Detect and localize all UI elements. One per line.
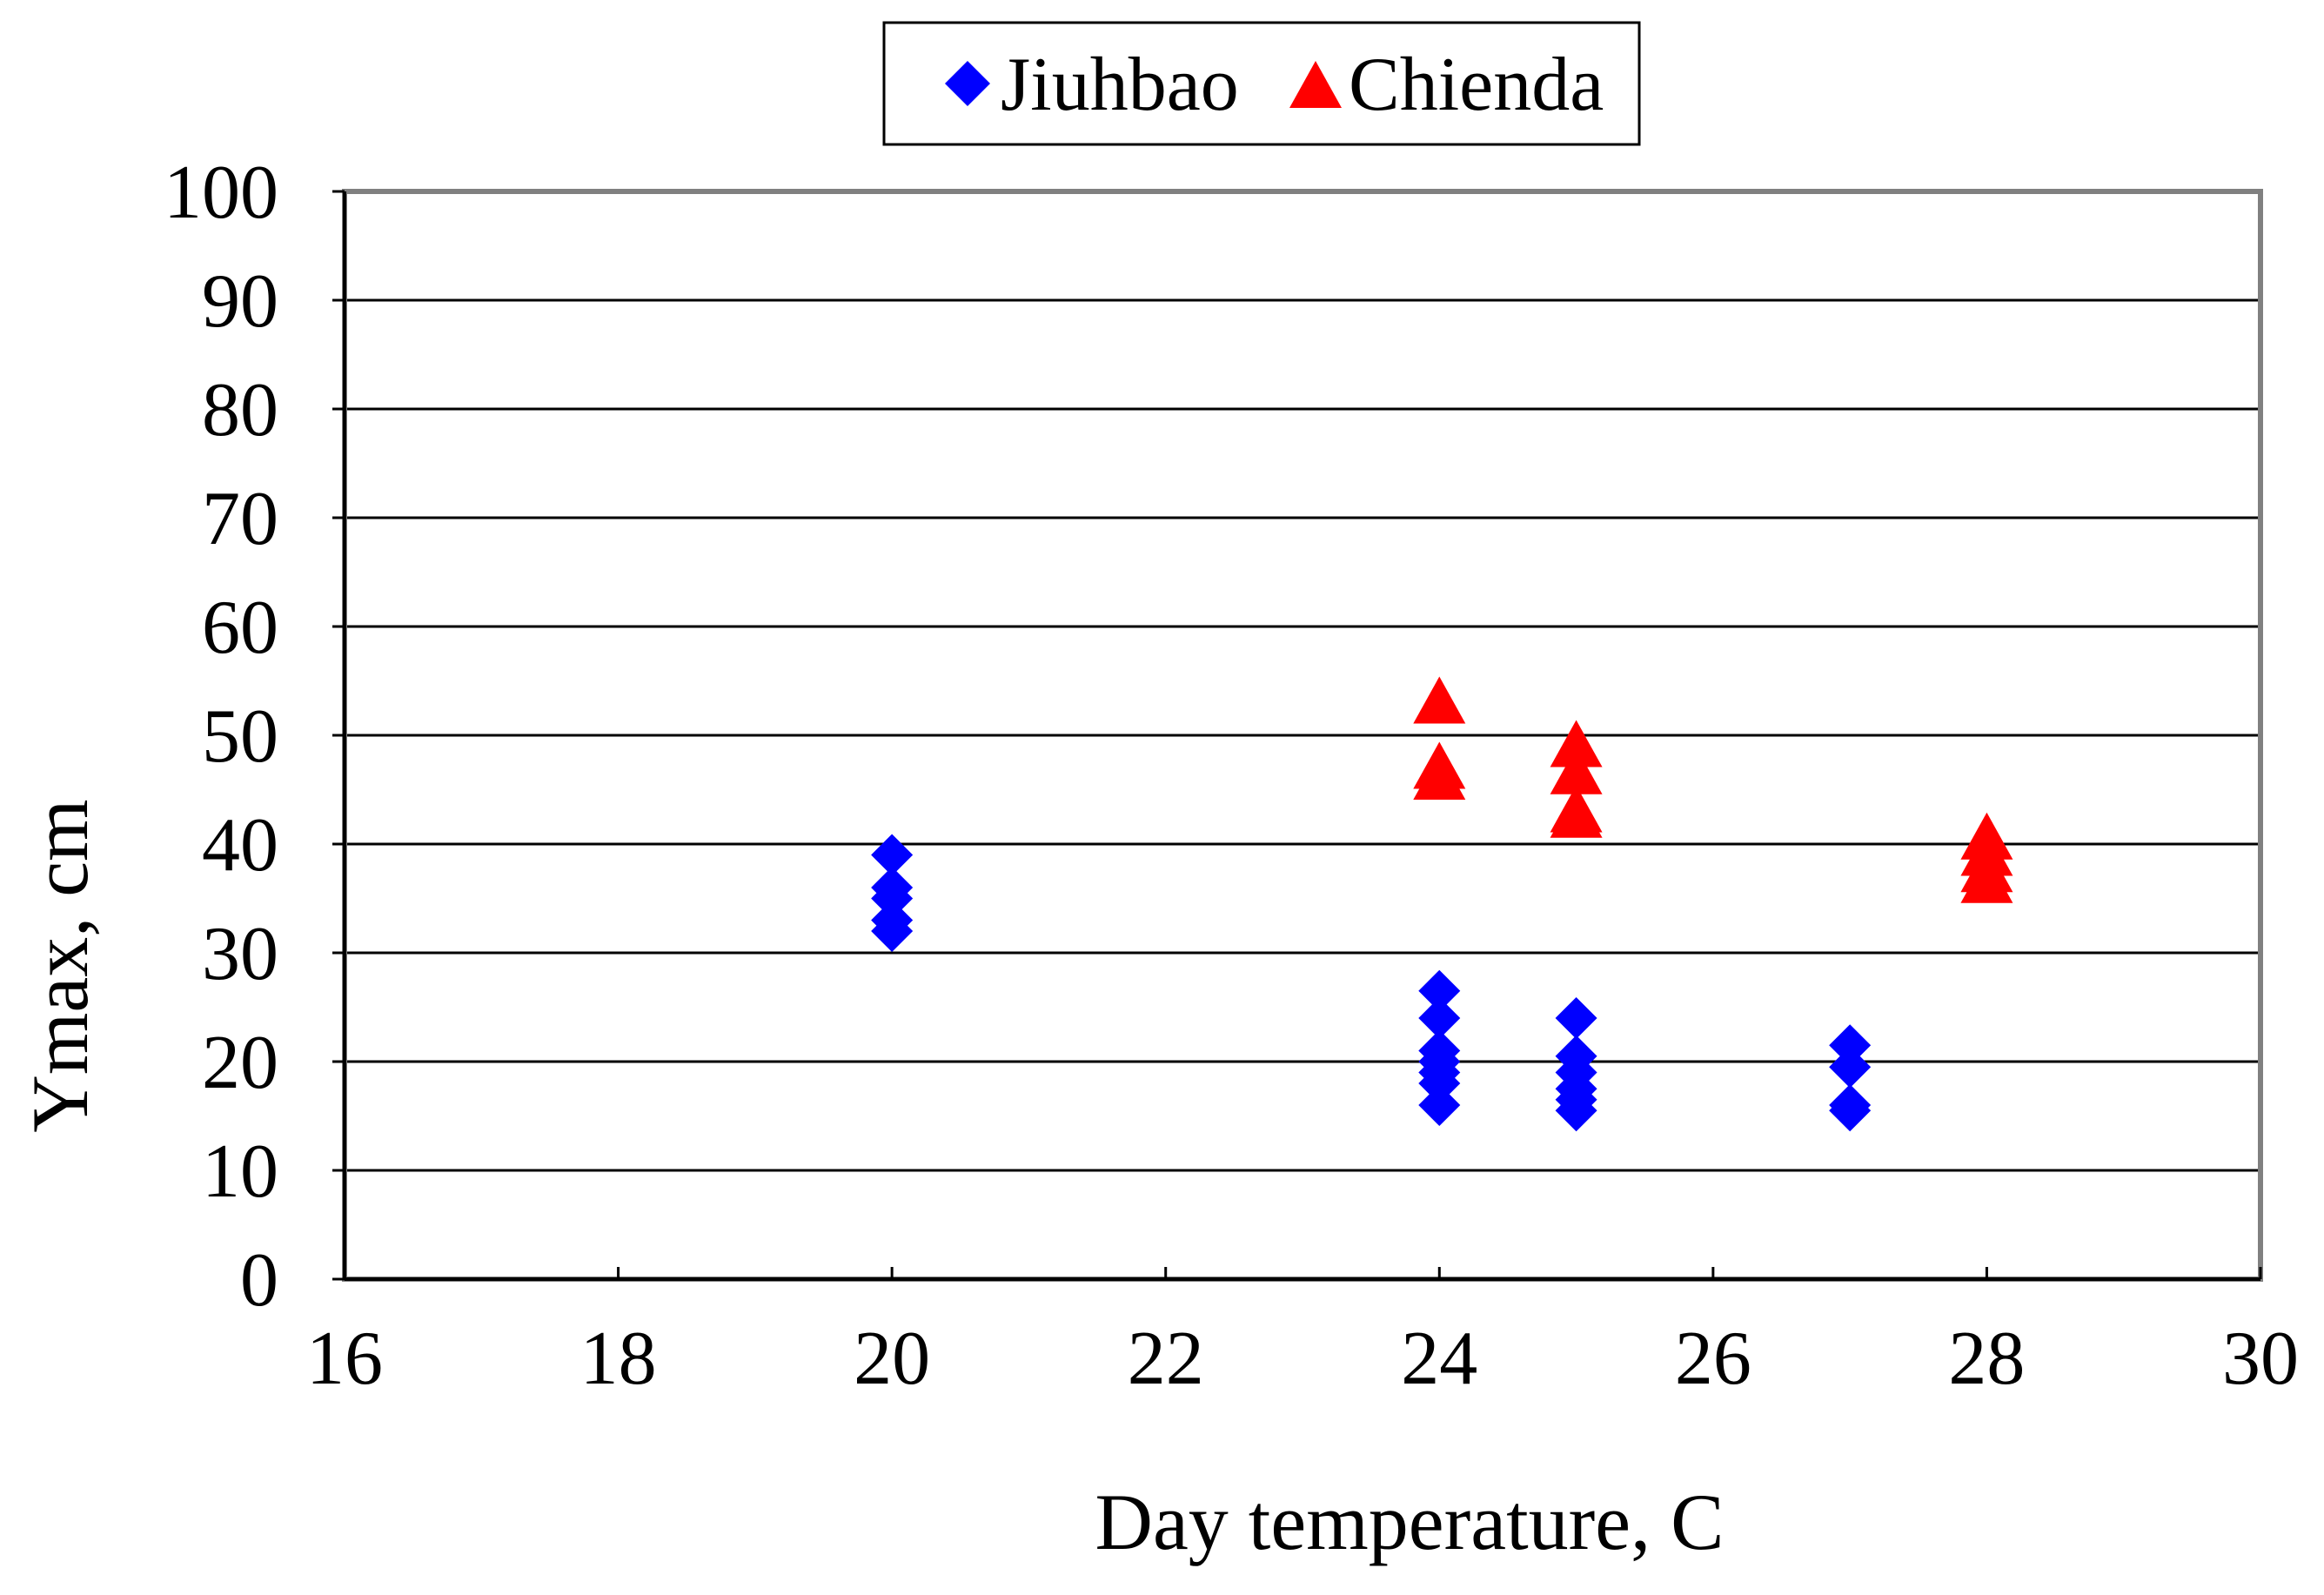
jiuhbao-point (871, 877, 914, 920)
legend: Jiuhbao Chienda (882, 21, 1641, 146)
legend-label: Jiuhbao (1001, 43, 1239, 127)
y-tick-label: 60 (202, 586, 278, 670)
series-jiuhbao (871, 834, 1872, 1132)
x-tick-label: 16 (306, 1317, 383, 1401)
y-tick-label: 20 (202, 1021, 278, 1105)
chienda-point (1960, 855, 2013, 903)
x-tick-label: 18 (580, 1317, 657, 1401)
jiuhbao-point (1418, 997, 1461, 1039)
jiuhbao-point (1829, 1024, 1872, 1067)
chienda-point (1413, 753, 1466, 800)
y-axis-title: Ymax, cm (16, 799, 104, 1132)
jiuhbao-point (1418, 1084, 1461, 1126)
y-tick-label: 100 (164, 151, 278, 235)
legend-box (882, 21, 1641, 146)
jiuhbao-point (1829, 1089, 1872, 1132)
series-chienda (1413, 676, 2013, 903)
x-axis-title: Day temperature, C (1095, 1478, 1725, 1566)
x-tick-label: 20 (854, 1317, 930, 1401)
jiuhbao-point (871, 834, 914, 876)
y-tick-label: 50 (202, 694, 278, 779)
x-tick-label: 30 (2222, 1317, 2299, 1401)
chienda-point (1413, 676, 1466, 724)
jiuhbao-point (1555, 1089, 1597, 1132)
jiuhbao-point (871, 910, 914, 952)
x-tick-label: 26 (1675, 1317, 1751, 1401)
chienda-point (1550, 790, 1603, 838)
plot-area: 16 18 20 22 24 26 28 30 0 10 20 30 40 50 60 70 80 90 100 (164, 151, 2299, 1401)
y-tick-label: 70 (202, 477, 278, 561)
legend-label: Chienda (1349, 43, 1604, 127)
x-tick-label: 22 (1128, 1317, 1204, 1401)
y-tick-label: 40 (202, 803, 278, 888)
legend-diamond-icon (945, 61, 990, 106)
jiuhbao-point (1418, 1062, 1461, 1104)
y-tick-label: 10 (202, 1129, 278, 1214)
y-tick-label: 0 (240, 1238, 278, 1323)
legend-triangle-icon (1289, 61, 1342, 108)
chienda-point (1550, 747, 1603, 794)
y-tick-label: 30 (202, 912, 278, 996)
y-tick-label: 90 (202, 259, 278, 344)
jiuhbao-point (1829, 1046, 1872, 1089)
chienda-point (1550, 720, 1603, 767)
jiuhbao-point (1555, 997, 1597, 1039)
x-tick-label: 28 (1948, 1317, 2025, 1401)
jiuhbao-point (1418, 969, 1461, 1012)
x-tick-label: 24 (1401, 1317, 1477, 1401)
y-tick-label: 80 (202, 368, 278, 452)
